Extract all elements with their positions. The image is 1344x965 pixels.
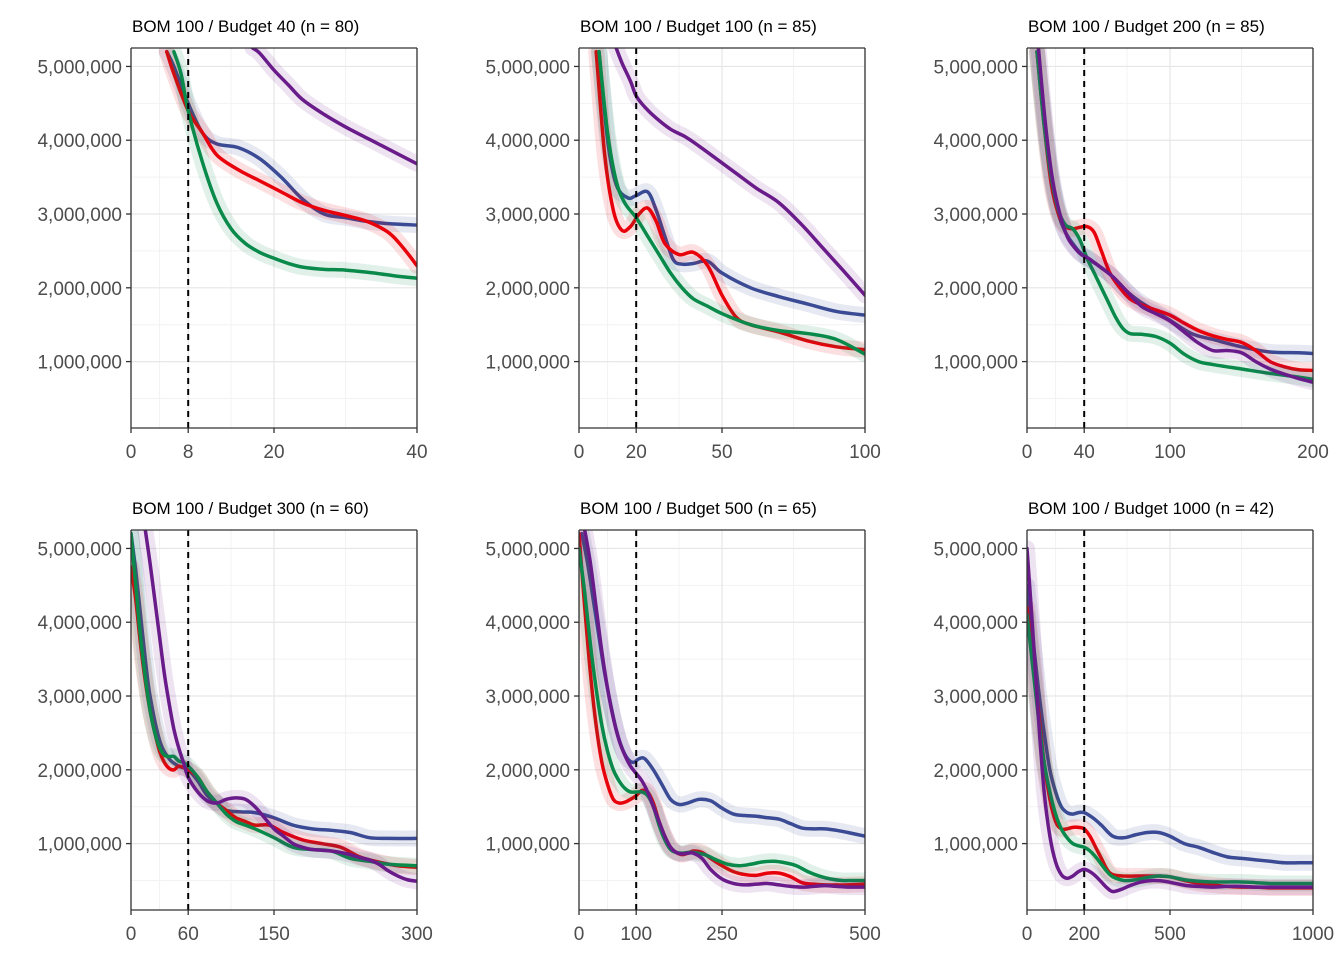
series-line-purple (143, 530, 417, 883)
panel-2: 1,000,000 2,000,000 3,000,000 4,000,000 5,00… (485, 17, 880, 463)
x-tick-label: 100 (620, 924, 652, 945)
y-tick-label: 4,000,000 (485, 613, 570, 634)
series-group (1027, 540, 1313, 900)
y-tick-label: 1,000,000 (37, 353, 122, 374)
y-tick-label: 4,000,000 (933, 613, 1018, 634)
series-group (1029, 48, 1313, 391)
x-tick-label: 0 (1022, 924, 1033, 945)
y-tick-label: 4,000,000 (933, 131, 1018, 152)
y-tick-label: 3,000,000 (933, 205, 1018, 226)
x-tick-label: 200 (1068, 924, 1100, 945)
x-tick-label: 100 (1154, 442, 1186, 463)
x-tick-label: 300 (401, 924, 433, 945)
series-line-blue (1027, 583, 1313, 865)
panel-title: BOM 100 / Budget 100 (n = 85) (580, 17, 817, 36)
series-line-green (172, 49, 417, 280)
x-tick-label: 250 (706, 924, 738, 945)
x-tick-label: 60 (178, 924, 199, 945)
y-tick-label: 2,000,000 (933, 761, 1018, 782)
x-tick-label: 0 (126, 924, 137, 945)
y-tick-label: 1,000,000 (485, 835, 570, 856)
y-tick-label: 1,000,000 (933, 353, 1018, 374)
panel-5: 1,000,000 2,000,000 3,000,000 4,000,000 5,00… (485, 499, 880, 945)
grid (1026, 48, 1314, 428)
x-tick-label: 100 (849, 442, 881, 463)
y-tick-label: 5,000,000 (485, 57, 570, 78)
y-tick-label: 1,000,000 (485, 353, 570, 374)
panel-title: BOM 100 / Budget 300 (n = 60) (132, 499, 369, 518)
series-group (579, 530, 865, 896)
y-tick-label: 2,000,000 (37, 761, 122, 782)
series-line-blue (597, 49, 865, 317)
x-tick-label: 0 (574, 924, 585, 945)
series-line-green (597, 49, 865, 356)
x-tick-label: 500 (849, 924, 881, 945)
series-line-red (165, 49, 417, 268)
panel-title: BOM 100 / Budget 40 (n = 80) (132, 17, 359, 36)
x-tick-label: 40 (406, 442, 427, 463)
panel-4: 1,000,000 2,000,000 3,000,000 4,000,000 5,00… (37, 499, 432, 945)
x-tick-label: 0 (574, 442, 585, 463)
y-tick-label: 3,000,000 (933, 687, 1018, 708)
series-line-purple (582, 530, 865, 889)
series-group (131, 530, 417, 890)
y-tick-label: 2,000,000 (37, 279, 122, 300)
panel-title: BOM 100 / Budget 200 (n = 85) (1028, 17, 1265, 36)
y-tick-label: 5,000,000 (485, 539, 570, 560)
y-tick-label: 4,000,000 (37, 131, 122, 152)
y-tick-label: 2,000,000 (933, 279, 1018, 300)
series-line-purple (1027, 546, 1313, 894)
x-tick-label: 150 (258, 924, 290, 945)
y-tick-label: 2,000,000 (485, 761, 570, 782)
panel-6: 1,000,000 2,000,000 3,000,000 4,000,000 5,00… (933, 499, 1334, 945)
y-tick-label: 4,000,000 (37, 613, 122, 634)
y-tick-label: 3,000,000 (37, 205, 122, 226)
series-group (588, 48, 865, 363)
y-tick-label: 3,000,000 (485, 205, 570, 226)
panel-1: 1,000,000 2,000,000 3,000,000 4,000,000 5,00… (37, 17, 427, 463)
series-group (158, 48, 417, 287)
x-tick-label: 200 (1297, 442, 1329, 463)
series-line-purple (250, 48, 417, 166)
y-tick-label: 5,000,000 (933, 57, 1018, 78)
y-tick-label: 1,000,000 (37, 835, 122, 856)
y-tick-label: 3,000,000 (485, 687, 570, 708)
y-tick-label: 1,000,000 (933, 835, 1018, 856)
x-tick-label: 50 (711, 442, 732, 463)
series-line-green (1027, 613, 1313, 886)
panel-title: BOM 100 / Budget 1000 (n = 42) (1028, 499, 1274, 518)
panel-3: 1,000,000 2,000,000 3,000,000 4,000,000 5,00… (933, 17, 1328, 463)
x-tick-label: 40 (1074, 442, 1095, 463)
series-line-purple (1036, 48, 1313, 384)
series-line-purple (614, 48, 865, 297)
x-tick-label: 0 (1022, 442, 1033, 463)
y-tick-label: 2,000,000 (485, 279, 570, 300)
y-tick-label: 5,000,000 (37, 57, 122, 78)
y-tick-label: 4,000,000 (485, 131, 570, 152)
x-tick-label: 20 (263, 442, 284, 463)
x-tick-label: 1000 (1292, 924, 1334, 945)
y-tick-label: 5,000,000 (37, 539, 122, 560)
x-tick-label: 0 (126, 442, 137, 463)
x-tick-label: 20 (626, 442, 647, 463)
x-tick-label: 8 (183, 442, 194, 463)
x-tick-label: 500 (1154, 924, 1186, 945)
panel-title: BOM 100 / Budget 500 (n = 65) (580, 499, 817, 518)
y-tick-label: 5,000,000 (933, 539, 1018, 560)
y-tick-label: 3,000,000 (37, 687, 122, 708)
